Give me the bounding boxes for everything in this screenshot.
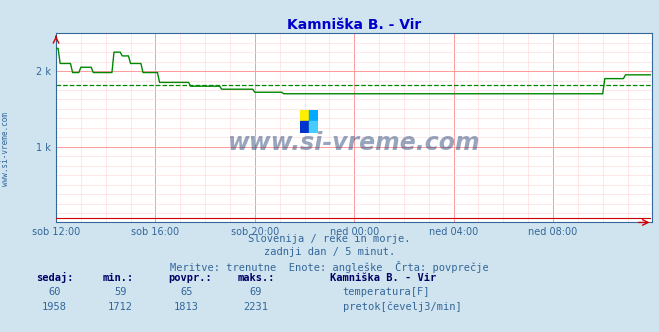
Text: Slovenija / reke in morje.: Slovenija / reke in morje.	[248, 234, 411, 244]
Text: 69: 69	[250, 288, 262, 297]
Text: Kamniška B. - Vir: Kamniška B. - Vir	[330, 273, 436, 283]
Text: 1712: 1712	[108, 302, 133, 312]
Text: sedaj:: sedaj:	[36, 272, 74, 283]
Bar	[309, 121, 318, 133]
Text: min.:: min.:	[102, 273, 133, 283]
Text: temperatura[F]: temperatura[F]	[343, 288, 430, 297]
Title: Kamniška B. - Vir: Kamniška B. - Vir	[287, 18, 421, 32]
Bar	[300, 110, 309, 121]
Text: www.si-vreme.com: www.si-vreme.com	[1, 113, 10, 186]
Text: 1958: 1958	[42, 302, 67, 312]
Bar	[300, 121, 309, 133]
Text: 1813: 1813	[174, 302, 199, 312]
Text: povpr.:: povpr.:	[168, 273, 212, 283]
Text: zadnji dan / 5 minut.: zadnji dan / 5 minut.	[264, 247, 395, 257]
Text: maks.:: maks.:	[237, 273, 275, 283]
Text: 60: 60	[49, 288, 61, 297]
Text: 2231: 2231	[243, 302, 268, 312]
Bar	[309, 110, 318, 121]
Text: 65: 65	[181, 288, 192, 297]
Text: pretok[čevelj3/min]: pretok[čevelj3/min]	[343, 302, 461, 312]
Text: www.si-vreme.com: www.si-vreme.com	[228, 131, 480, 155]
Text: Meritve: trenutne  Enote: angleške  Črta: povprečje: Meritve: trenutne Enote: angleške Črta: …	[170, 261, 489, 273]
Text: 59: 59	[115, 288, 127, 297]
